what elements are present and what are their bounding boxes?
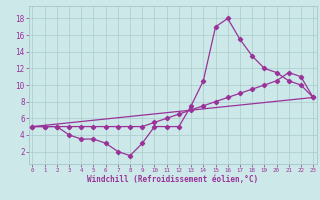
X-axis label: Windchill (Refroidissement éolien,°C): Windchill (Refroidissement éolien,°C) <box>87 175 258 184</box>
